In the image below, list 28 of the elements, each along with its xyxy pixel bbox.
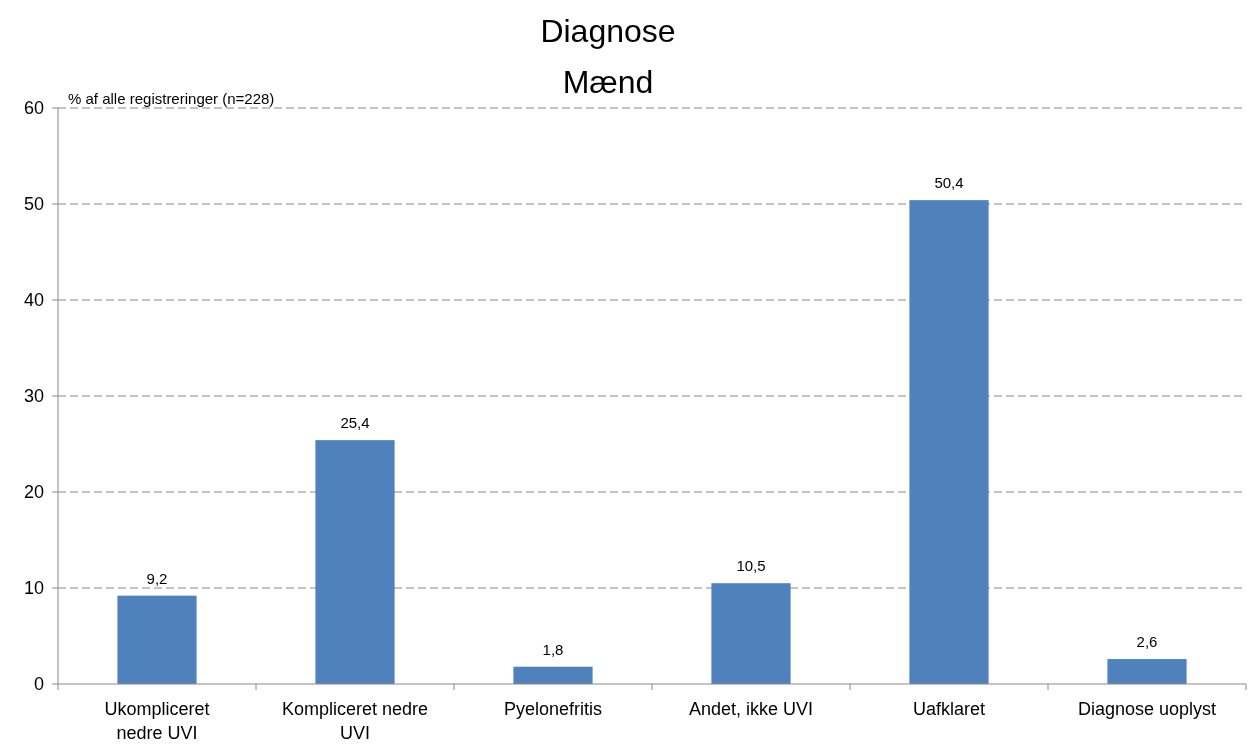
bar: [117, 595, 197, 684]
bar: [315, 440, 395, 684]
x-tick-label: Andet, ikke UVI: [688, 699, 814, 719]
x-tick-label: Diagnose uoplyst: [1077, 699, 1217, 719]
data-label: 2,6: [1136, 633, 1158, 651]
data-label: 25,4: [340, 414, 370, 432]
chart-subtitle: Mænd: [562, 64, 654, 100]
y-tick-label: 40: [23, 290, 44, 311]
chart-title: Diagnose: [540, 13, 676, 49]
y-tick-label: 0: [33, 674, 44, 695]
y-tick-label: 60: [23, 98, 44, 119]
data-label: 10,5: [736, 557, 766, 575]
x-tick-label: Kompliceret nedre UVI: [281, 699, 429, 743]
bar: [909, 200, 989, 684]
bar: [513, 666, 593, 684]
x-tick-label: Ukompliceret nedre UVI: [104, 699, 210, 743]
bar: [711, 583, 791, 684]
y-tick-label: 30: [23, 386, 44, 407]
data-label: 50,4: [934, 174, 964, 192]
y-tick-label: 10: [23, 578, 44, 599]
y-tick-label: 50: [23, 194, 44, 215]
bar: [1107, 659, 1187, 684]
y-tick-label: 20: [23, 482, 44, 503]
data-label: 1,8: [542, 640, 564, 658]
data-label: 9,2: [146, 569, 168, 587]
y-axis-title: % af alle registreringer (n=228): [68, 90, 275, 107]
x-tick-label: Pyelonefritis: [503, 699, 603, 719]
x-tick-label: Uafklaret: [912, 699, 986, 719]
